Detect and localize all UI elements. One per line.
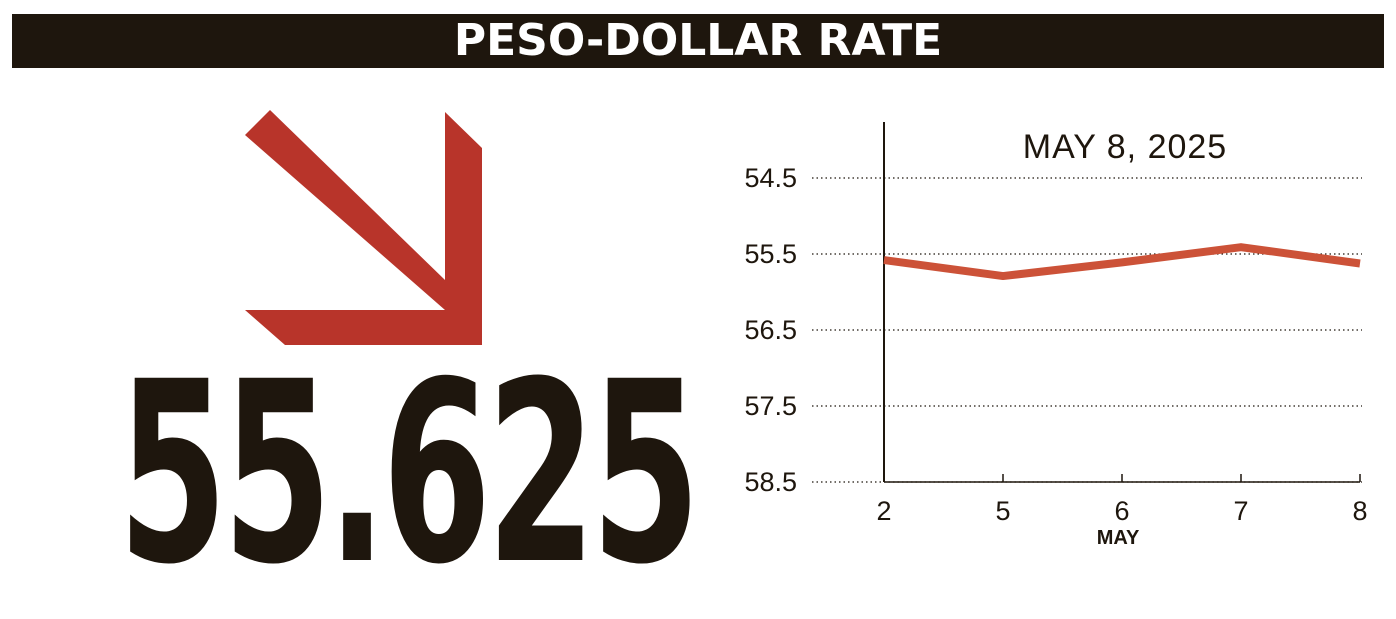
y-tick-label: 54.5: [744, 163, 797, 193]
page-title: PESO-DOLLAR RATE: [453, 15, 943, 66]
line-chart: 54.5 55.5 56.5 57.5 58.5 2 5 6 7 8 MAY 8, 2025 M…: [744, 122, 1368, 549]
x-tick-label: 5: [995, 496, 1010, 526]
x-axis-label: MAY: [1097, 527, 1140, 549]
chart-title: MAY 8, 2025: [1023, 128, 1227, 166]
x-tick-label: 8: [1352, 496, 1367, 526]
grid-lines: [812, 177, 1362, 483]
title-bar: PESO-DOLLAR RATE: [12, 14, 1384, 68]
x-tick-label: 7: [1233, 496, 1248, 526]
x-tick-label: 2: [876, 496, 891, 526]
y-tick-label: 56.5: [744, 315, 797, 345]
y-axis-ticks: 54.5 55.5 56.5 57.5 58.5: [744, 163, 797, 497]
down-arrow-icon: [245, 110, 482, 345]
y-tick-label: 58.5: [744, 467, 797, 497]
current-rate-value: 55.625: [118, 328, 701, 619]
x-tick-label: 6: [1114, 496, 1129, 526]
y-tick-label: 57.5: [744, 391, 797, 421]
chart-series: [883, 243, 1361, 281]
series-line: [883, 243, 1361, 281]
y-tick-label: 55.5: [744, 239, 797, 269]
x-axis-ticks: 2 5 6 7 8: [876, 474, 1368, 526]
